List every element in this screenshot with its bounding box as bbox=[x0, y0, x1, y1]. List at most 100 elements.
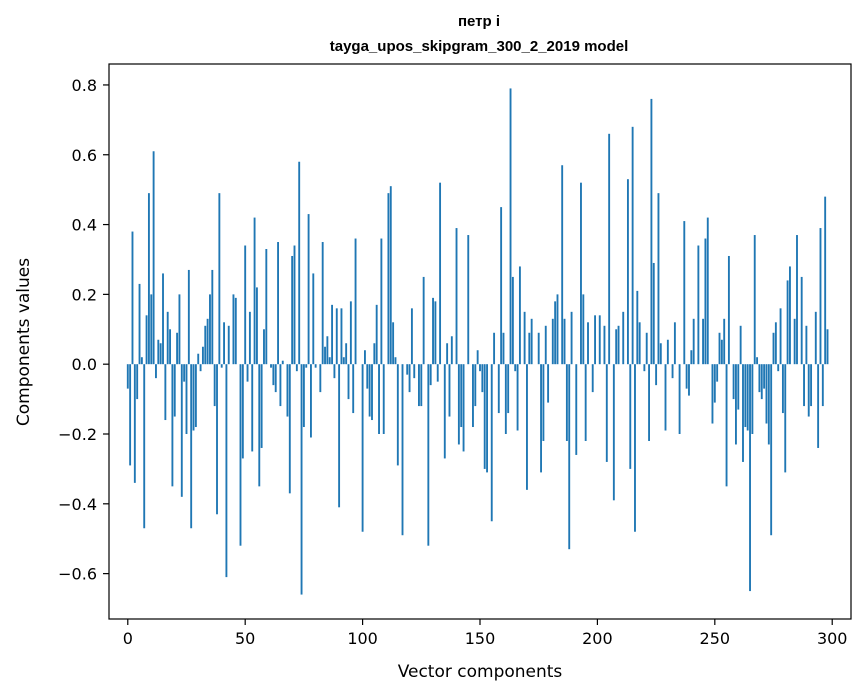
bar bbox=[401, 364, 404, 536]
bar bbox=[192, 364, 195, 431]
bar bbox=[594, 315, 596, 365]
bar bbox=[220, 364, 223, 368]
bar bbox=[260, 364, 263, 448]
bar bbox=[497, 364, 500, 414]
bar bbox=[789, 266, 791, 365]
bar bbox=[443, 364, 446, 459]
bar bbox=[462, 364, 465, 452]
y-tick-label: 0.2 bbox=[72, 285, 97, 304]
bar bbox=[598, 315, 601, 365]
bar bbox=[274, 364, 277, 393]
bar bbox=[765, 364, 768, 424]
bar bbox=[314, 364, 317, 368]
y-tick-label: −0.4 bbox=[58, 495, 97, 514]
bar bbox=[819, 228, 822, 365]
bar bbox=[537, 332, 540, 365]
bar bbox=[286, 364, 289, 417]
bar bbox=[523, 311, 526, 365]
bar bbox=[756, 357, 759, 365]
bar bbox=[143, 364, 146, 529]
bar bbox=[542, 364, 545, 441]
bar bbox=[702, 318, 705, 365]
bar bbox=[378, 364, 380, 434]
bar bbox=[216, 364, 218, 515]
bar bbox=[164, 364, 167, 421]
bar bbox=[239, 364, 242, 546]
bar bbox=[706, 217, 709, 365]
bar bbox=[291, 255, 294, 365]
bar bbox=[380, 238, 383, 365]
bar bbox=[396, 364, 399, 466]
bar bbox=[446, 343, 449, 365]
bar bbox=[178, 294, 181, 365]
bar bbox=[183, 364, 186, 382]
bar bbox=[805, 325, 808, 365]
bar bbox=[194, 364, 197, 428]
bar bbox=[636, 290, 639, 365]
bar bbox=[244, 245, 247, 365]
bar bbox=[518, 266, 521, 365]
bar bbox=[204, 325, 207, 365]
bar bbox=[622, 311, 625, 365]
bar bbox=[650, 98, 653, 365]
bar bbox=[561, 165, 564, 365]
bar bbox=[338, 364, 341, 508]
bar bbox=[817, 364, 820, 448]
x-axis-ticks: 0 50 100 150 200 250 300 bbox=[123, 619, 847, 648]
bar bbox=[673, 322, 676, 365]
x-tick-label: 150 bbox=[465, 629, 496, 648]
bar bbox=[307, 214, 310, 365]
bar bbox=[511, 276, 514, 365]
bar bbox=[436, 364, 439, 382]
bar bbox=[490, 364, 493, 522]
bar bbox=[281, 360, 284, 365]
bar bbox=[474, 364, 477, 407]
bar bbox=[645, 332, 648, 365]
bar bbox=[218, 193, 221, 365]
bar bbox=[293, 245, 296, 365]
bar bbox=[185, 364, 188, 434]
bar bbox=[251, 364, 254, 452]
y-tick-label: 0.4 bbox=[72, 216, 97, 235]
bar bbox=[763, 364, 766, 389]
bar bbox=[713, 364, 716, 403]
bar bbox=[587, 322, 589, 365]
bar bbox=[744, 364, 747, 428]
bar bbox=[479, 364, 481, 372]
bar bbox=[368, 364, 371, 417]
bar bbox=[439, 182, 442, 365]
bar bbox=[382, 364, 385, 434]
bar bbox=[331, 304, 334, 365]
bar bbox=[582, 294, 585, 365]
bar bbox=[664, 364, 667, 431]
y-axis-ticks: −0.6 −0.4 −0.2 0.0 0.2 0.4 0.6 0.8 bbox=[58, 76, 109, 584]
bar bbox=[173, 364, 176, 417]
bar bbox=[406, 364, 409, 375]
bar bbox=[631, 126, 634, 365]
chart-title: петр i bbox=[458, 13, 500, 30]
bar bbox=[136, 364, 139, 400]
bar bbox=[467, 235, 470, 365]
bar bbox=[556, 294, 559, 365]
y-tick-label: −0.2 bbox=[58, 425, 97, 444]
bar bbox=[735, 364, 737, 445]
bar bbox=[129, 364, 132, 466]
bar bbox=[201, 346, 204, 365]
bar bbox=[504, 364, 507, 434]
bar bbox=[455, 228, 458, 365]
bar bbox=[180, 364, 183, 497]
bar bbox=[248, 311, 251, 365]
bar bbox=[760, 364, 763, 400]
bar bbox=[727, 255, 730, 365]
x-tick-label: 100 bbox=[347, 629, 378, 648]
bar bbox=[310, 364, 312, 438]
bar bbox=[683, 221, 686, 365]
bar bbox=[197, 353, 200, 365]
bar bbox=[434, 301, 437, 365]
bar bbox=[418, 364, 420, 407]
bar bbox=[364, 350, 366, 365]
bar bbox=[328, 357, 331, 365]
bar bbox=[796, 235, 798, 365]
bar bbox=[784, 364, 787, 473]
